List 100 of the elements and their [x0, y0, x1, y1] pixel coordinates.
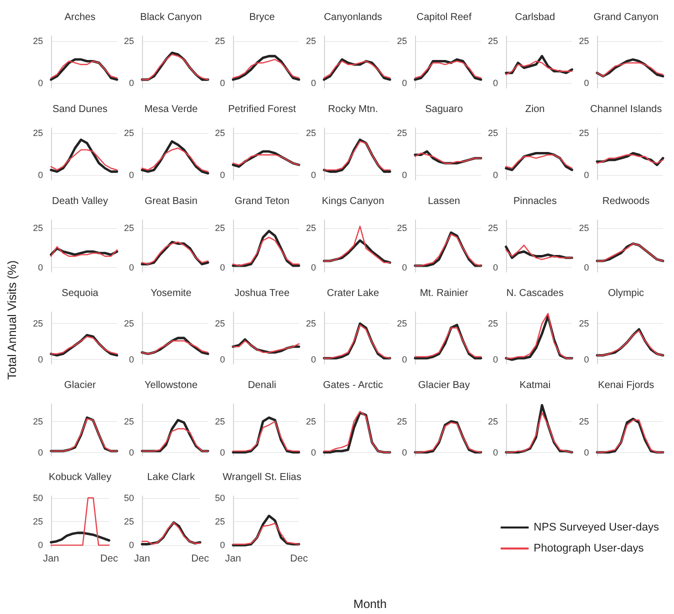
y-tick-label: 25 [578, 128, 590, 138]
chart-title: Zion [525, 104, 545, 115]
y-tick-label: 0 [220, 78, 226, 88]
y-tick-label: 25 [124, 222, 134, 233]
y-tick-label: 0 [584, 447, 590, 458]
y-tick-label: 25 [306, 416, 316, 426]
chart-title: Saguaro [425, 104, 464, 115]
y-tick-label: 0 [128, 540, 134, 550]
y-tick-label: 0 [402, 354, 408, 365]
y-tick-label: 0 [38, 540, 44, 550]
y-tick-label: 0 [128, 262, 134, 272]
y-tick-label: 25 [488, 318, 498, 329]
y-tick-label: 0 [402, 447, 408, 458]
y-tick-label: 50 [214, 492, 226, 503]
line-series [141, 148, 209, 172]
y-tick-label: 25 [306, 318, 316, 329]
y-tick-label: 0 [38, 78, 44, 88]
y-tick-label: 25 [32, 36, 44, 46]
legend-label: NPS Surveyed User-days [534, 522, 660, 534]
y-tick-label: 25 [488, 128, 498, 138]
line-series [323, 226, 391, 264]
chart-title: Canyonlands [324, 12, 382, 23]
chart-title: Kenai Fjords [598, 380, 654, 391]
y-tick-label: 0 [38, 262, 44, 272]
line-series [232, 154, 300, 166]
y-tick-label: 0 [402, 262, 408, 272]
y-tick-label: 0 [492, 170, 498, 180]
y-tick-label: 0 [402, 78, 408, 88]
y-tick-label: 0 [220, 447, 226, 458]
chart-title: Katmai [519, 380, 551, 391]
chart-title: Petrified Forest [228, 104, 296, 115]
chart-title: Sand Dunes [52, 104, 108, 115]
y-tick-label: 25 [214, 36, 226, 46]
chart-title: Mesa Verde [144, 104, 198, 115]
chart-title: Mt. Rainier [420, 288, 469, 299]
chart-title: Black Canyon [140, 12, 202, 23]
y-tick-label: 0 [584, 262, 590, 272]
y-tick-label: 25 [214, 318, 226, 329]
line-series [414, 150, 482, 164]
chart-title: Yellowstone [144, 380, 198, 391]
line-series [322, 239, 392, 264]
y-tick-label: 25 [214, 222, 226, 233]
y-tick-label: 0 [584, 170, 590, 180]
line-series [140, 140, 210, 174]
y-tick-label: 25 [32, 128, 44, 138]
x-axis-title: Month [353, 597, 387, 611]
y-tick-label: 0 [584, 78, 590, 88]
line-series [414, 152, 482, 164]
y-tick-label: 25 [488, 222, 498, 233]
chart-title: Crater Lake [326, 288, 380, 299]
y-tick-label: 25 [396, 222, 408, 233]
line-series [232, 514, 300, 546]
chart-title: Redwoods [602, 196, 650, 207]
y-tick-label: 25 [124, 416, 134, 426]
y-tick-label: 0 [402, 170, 408, 180]
chart-title: Grand Canyon [593, 12, 659, 23]
chart-title: N. Cascades [506, 288, 564, 299]
chart-title: Grand Teton [234, 196, 290, 207]
y-tick-label: 0 [220, 540, 226, 550]
y-tick-label: 25 [32, 222, 44, 233]
y-tick-label: 25 [32, 318, 44, 329]
chart-title: Kobuck Valley [48, 472, 112, 483]
y-tick-label: 25 [488, 36, 498, 46]
y-axis-title: Total Annual Visits (%) [5, 260, 19, 380]
chart-title: Olympic [608, 288, 644, 299]
y-tick-label: 25 [396, 318, 408, 329]
line-series [505, 412, 573, 453]
y-tick-label: 25 [124, 516, 134, 527]
y-tick-label: 0 [220, 170, 226, 180]
line-series [596, 58, 664, 78]
x-tick-label: Dec [191, 554, 210, 564]
chart-title: Great Basin [144, 196, 198, 207]
y-tick-label: 0 [220, 354, 226, 365]
chart-title: Death Valley [52, 196, 108, 207]
y-tick-label: 25 [578, 318, 590, 329]
chart-title: Sequoia [62, 288, 99, 299]
x-tick-label: Dec [100, 554, 118, 564]
y-tick-label: 25 [488, 416, 498, 426]
y-tick-label: 0 [128, 354, 134, 365]
chart-title: Glacier [64, 380, 96, 391]
line-series [50, 532, 110, 544]
y-tick-label: 0 [128, 170, 134, 180]
y-tick-label: 0 [492, 354, 498, 365]
y-tick-label: 0 [310, 447, 316, 458]
y-tick-label: 0 [492, 447, 498, 458]
line-series [232, 236, 300, 266]
chart-title: Denali [248, 380, 276, 391]
line-series [232, 522, 300, 545]
y-tick-label: 25 [32, 516, 44, 527]
y-tick-label: 0 [492, 78, 498, 88]
chart-title: Arches [64, 12, 96, 23]
chart-title: Rocky Mtn. [328, 104, 378, 115]
y-tick-label: 25 [578, 222, 590, 233]
y-tick-label: 0 [584, 354, 590, 365]
chart-title: Channel Islands [590, 104, 662, 115]
chart-title: Glacier Bay [418, 380, 470, 391]
line-series [596, 62, 664, 77]
x-tick-label: Jan [224, 554, 242, 564]
y-tick-label: 25 [124, 128, 134, 138]
y-tick-label: 0 [310, 170, 316, 180]
